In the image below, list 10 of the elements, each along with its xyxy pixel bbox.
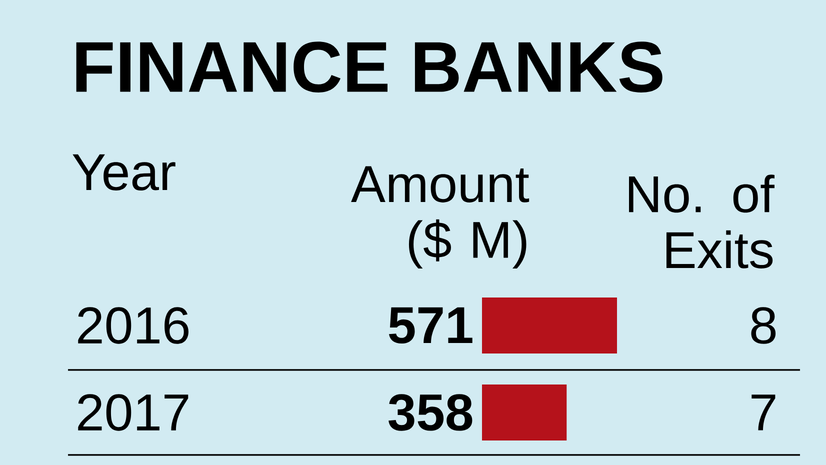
data-label: 8 — [751, 307, 776, 344]
text: No. of Exits — [629, 174, 774, 268]
y-tick-label: 2016 — [78, 307, 188, 344]
data-label: 7 — [752, 394, 776, 430]
chart-title: FINANCE BANKS — [76, 42, 662, 92]
y-axis-title: Year — [72, 154, 176, 190]
data-label: 571 — [388, 307, 472, 344]
x-axis-title: Amount ($ M) — [351, 166, 530, 268]
data-label: 358 — [388, 394, 472, 431]
y-tick-label: 2017 — [78, 394, 188, 431]
